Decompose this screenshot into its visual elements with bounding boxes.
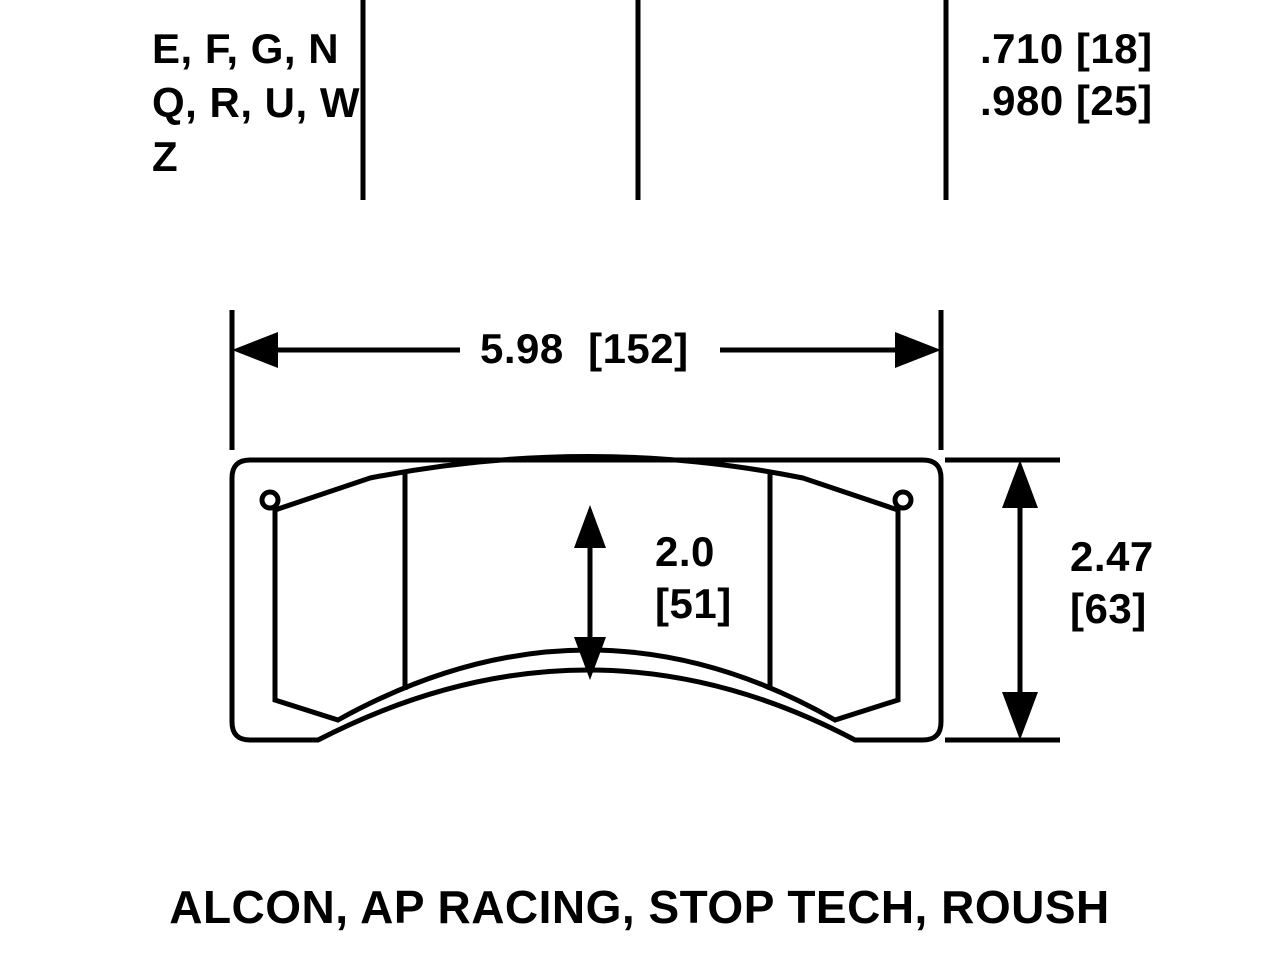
inner-height-dimension <box>574 505 606 680</box>
thickness-value-1: .710 [18] <box>980 25 1153 73</box>
inner-height-label-2: [51] <box>655 580 732 628</box>
outer-height-label-1: 2.47 <box>1070 533 1154 581</box>
outer-height-dimension <box>945 460 1060 740</box>
diagram-canvas <box>0 0 1279 960</box>
thickness-value-2: .980 [25] <box>980 77 1153 125</box>
inner-height-label-1: 2.0 <box>655 528 715 576</box>
codes-line1: E, F, G, N <box>152 25 339 73</box>
outer-height-label-2: [63] <box>1070 585 1147 633</box>
codes-line3: Z <box>152 133 178 181</box>
width-dimension-label: 5.98 [152] <box>480 325 689 373</box>
top-tick-marks <box>363 0 946 200</box>
brake-pad <box>232 457 941 741</box>
codes-line2: Q, R, U, W <box>152 79 360 127</box>
footer-text: ALCON, AP RACING, STOP TECH, ROUSH <box>0 880 1279 934</box>
